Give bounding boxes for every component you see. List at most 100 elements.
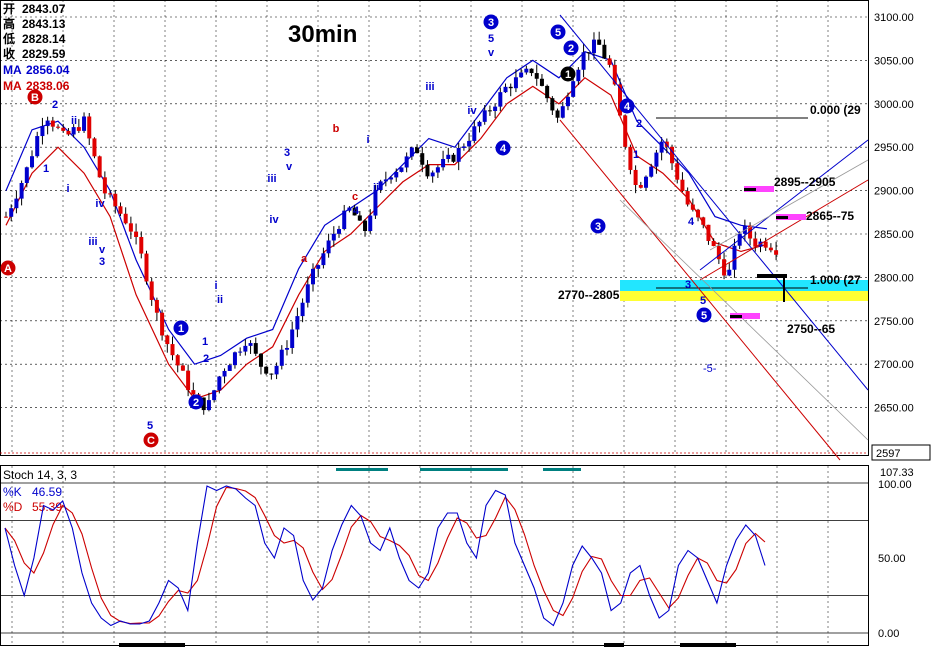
candle-body [597, 39, 602, 45]
ohlc-low-value: 2828.14 [22, 32, 66, 46]
candle-body [539, 78, 544, 86]
candle-body [633, 169, 638, 185]
ma-blue-value: 2856.04 [26, 63, 70, 77]
stoch-top-marker [336, 468, 388, 471]
candle-body [274, 365, 279, 375]
wave-circle-3 [483, 14, 499, 30]
candle-body [134, 231, 139, 237]
ohlc-high-label: 高 [3, 16, 15, 31]
candle-body [409, 147, 414, 157]
zone-2750-label: 2750--65 [787, 322, 835, 336]
wave-label-4: 4 [688, 216, 695, 228]
candle-body [337, 229, 342, 234]
price-tick-label: 3050.00 [874, 55, 914, 67]
channel-grey [619, 199, 869, 441]
stoch-top-marker [543, 468, 581, 471]
wave-circle-2 [188, 394, 204, 410]
wave-label-1: 1 [202, 336, 208, 348]
price-tick-label: 2750.00 [874, 316, 914, 328]
candle-body [40, 126, 45, 137]
candle-body [373, 189, 378, 216]
candle-body [482, 110, 487, 122]
candle-body [295, 316, 300, 330]
candle-body [305, 284, 310, 303]
wave-circle-2 [563, 40, 579, 56]
candle-body [269, 373, 274, 375]
stoch-0-label: 0.00 [878, 628, 899, 640]
wave-circle-A [0, 260, 16, 276]
candle-body [342, 210, 347, 230]
wave-circle-label: 4 [624, 101, 631, 113]
candle-body [555, 110, 560, 118]
main-panel-frame [0, 0, 869, 456]
candle-body [513, 77, 518, 89]
fib-0-label: 0.000 (29 [810, 103, 861, 117]
ohlc-close-value: 2829.59 [22, 47, 66, 61]
candle-body [607, 58, 612, 65]
candle-body [92, 138, 97, 157]
candle-body [534, 73, 539, 79]
candle-body [670, 146, 675, 164]
wave-label-2: 2 [636, 118, 642, 130]
wave-label-v: v [286, 161, 293, 173]
wave-label-iii: iii [267, 173, 276, 185]
ohlc-high-value: 2843.13 [22, 17, 66, 31]
price-tick-label: 3000.00 [874, 99, 914, 111]
candle-body [493, 106, 498, 112]
zone-2865-label: 2865--75 [806, 209, 854, 223]
candle-body [175, 355, 180, 366]
candle-body [4, 216, 8, 218]
candle-body [732, 245, 737, 270]
wave-label-5: 5 [488, 33, 494, 45]
channel-blue-lower [699, 139, 869, 271]
wave-label-3: 3 [685, 279, 691, 291]
price-tick-label: 2700.00 [874, 359, 914, 371]
candle-body [654, 152, 659, 167]
candle-body [45, 120, 50, 127]
wave-circle-label: B [31, 92, 39, 104]
candle-body [383, 179, 388, 182]
stoch-bottom-marker [119, 643, 185, 647]
candle-body [664, 141, 669, 147]
grid [0, 0, 868, 645]
wave-circle-4 [619, 98, 635, 114]
price-tick-label: 3100.00 [874, 12, 914, 24]
candle-body [363, 220, 368, 232]
stoch-100-label: 100.00 [878, 479, 912, 491]
channel-grey-2 [709, 159, 869, 251]
stoch-panel-frame [0, 465, 869, 646]
candle-body [519, 72, 524, 78]
candle-body [467, 140, 472, 147]
candle-body [160, 312, 165, 336]
candle-body [545, 85, 550, 99]
neg5-label: -5- [703, 363, 717, 375]
wave-label-iv: iv [95, 198, 105, 210]
candle-body [9, 208, 14, 217]
price-y-axis: 3100.00 3050.00 3000.00 2950.00 2900.00 2850.… [874, 12, 914, 415]
stoch-title: Stoch 14, 3, 3 [3, 468, 77, 482]
candle-body [680, 179, 685, 192]
candle-body [441, 158, 446, 168]
ohlc-info: 开 2843.07 高 2843.13 低 2828.14 收 2829.59 … [2, 2, 70, 93]
candle-body [123, 213, 128, 224]
candle-body [378, 181, 383, 190]
candle-body [113, 193, 118, 207]
wave-circle-1 [173, 320, 189, 336]
candle-body [284, 347, 289, 350]
candle-body [326, 240, 331, 254]
wave-label-i: i [66, 183, 69, 195]
candle-body [347, 207, 352, 211]
candle-body [76, 127, 81, 131]
candle-body [706, 224, 711, 241]
candle-body [690, 204, 695, 210]
wave-label-5: 5 [147, 420, 153, 432]
candle-body [487, 110, 492, 112]
candle-body [232, 352, 237, 366]
stoch-d-name: %D [3, 500, 23, 514]
candle-body [331, 233, 336, 241]
candle-body [357, 215, 362, 221]
candle-body [701, 217, 706, 225]
candle-body [430, 172, 435, 177]
zone-cyan-band [620, 280, 868, 292]
ohlc-close-label: 收 [3, 46, 15, 61]
